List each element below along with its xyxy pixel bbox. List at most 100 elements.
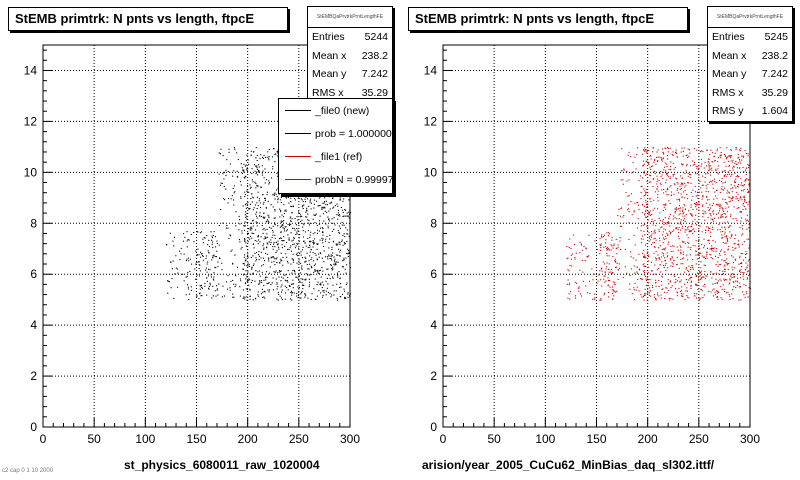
right-scatter-point xyxy=(642,270,644,272)
right-scatter-point xyxy=(661,275,663,277)
left-scatter-point xyxy=(343,224,345,226)
right-scatter-point xyxy=(690,230,692,232)
right-scatter-point xyxy=(568,246,570,248)
left-scatter-point xyxy=(275,153,277,155)
right-scatter-point xyxy=(735,178,737,180)
left-scatter-point xyxy=(277,152,279,154)
right-scatter-point xyxy=(666,166,668,168)
right-scatter-point xyxy=(731,234,733,236)
right-scatter-point xyxy=(660,157,662,159)
left-scatter-point xyxy=(246,299,248,301)
right-scatter-point xyxy=(672,250,674,252)
right-scatter-point xyxy=(678,198,680,200)
right-scatter-point xyxy=(670,161,672,163)
right-scatter-point xyxy=(573,243,575,245)
left-scatter-point xyxy=(170,287,172,289)
right-scatter-point xyxy=(680,290,682,292)
left-scatter-point xyxy=(167,280,169,282)
left-scatter-point xyxy=(183,233,185,235)
right-scatter-point xyxy=(641,296,643,298)
left-scatter-point xyxy=(239,295,241,297)
left-scatter-point xyxy=(173,236,175,238)
left-scatter-point xyxy=(207,261,209,263)
right-scatter-point xyxy=(702,212,704,214)
right-scatter-point xyxy=(679,210,681,212)
right-scatter-point xyxy=(666,194,668,196)
left-stats-header: StEMBQaPrvtrkPrntLengthFE xyxy=(308,7,392,28)
right-scatter-point xyxy=(685,290,687,292)
right-scatter-point xyxy=(654,207,656,209)
right-scatter-point xyxy=(729,156,731,158)
right-scatter-point xyxy=(689,230,691,232)
right-scatter-point xyxy=(654,232,656,234)
left-scatter-point xyxy=(304,198,306,200)
right-scatter-point xyxy=(744,199,746,201)
right-scatter-point xyxy=(669,202,671,204)
left-scatter-point xyxy=(303,240,305,242)
left-scatter-point xyxy=(304,261,306,263)
right-scatter-point xyxy=(715,272,717,274)
right-scatter-point xyxy=(738,158,740,160)
left-scatter-point xyxy=(283,274,285,276)
right-scatter-point xyxy=(681,182,683,184)
left-scatter-point xyxy=(264,229,266,231)
right-scatter-point xyxy=(688,265,690,267)
right-scatter-point xyxy=(696,149,698,151)
right-scatter-point xyxy=(680,151,682,153)
right-scatter-point xyxy=(717,217,719,219)
left-scatter-point xyxy=(302,284,304,286)
right-scatter-point xyxy=(646,277,648,279)
right-scatter-point xyxy=(643,256,645,258)
left-scatter-point xyxy=(207,244,209,246)
left-scatter-point xyxy=(199,232,201,234)
left-scatter-point xyxy=(228,151,230,153)
right-scatter-point xyxy=(703,213,705,215)
left-scatter-point xyxy=(285,280,287,282)
right-scatter-point xyxy=(692,267,694,269)
right-scatter-point xyxy=(647,211,649,213)
right-scatter-point xyxy=(661,276,663,278)
left-scatter-point xyxy=(300,278,302,280)
right-scatter-point xyxy=(675,209,677,211)
left-scatter-point xyxy=(259,158,261,160)
right-scatter-point xyxy=(735,196,737,198)
right-scatter-point xyxy=(742,196,744,198)
right-scatter-point xyxy=(658,257,660,259)
left-scatter-point xyxy=(327,291,329,293)
right-scatter-point xyxy=(702,205,704,207)
left-scatter-point xyxy=(245,215,247,217)
right-x-tick-label: 150 xyxy=(586,432,606,446)
left-scatter-point xyxy=(257,236,259,238)
right-scatter-point xyxy=(692,259,694,261)
left-scatter-point xyxy=(183,253,185,255)
left-scatter-point xyxy=(344,243,346,245)
right-scatter-point xyxy=(600,235,602,237)
left-scatter-point xyxy=(292,287,294,289)
left-scatter-point xyxy=(346,215,348,217)
right-scatter-point xyxy=(667,283,669,285)
left-scatter-point xyxy=(226,288,228,290)
right-scatter-point xyxy=(626,170,628,172)
left-scatter-point xyxy=(247,256,249,258)
right-scatter-point xyxy=(727,263,729,265)
right-scatter-point xyxy=(748,164,750,166)
left-scatter-point xyxy=(264,182,266,184)
left-scatter-point xyxy=(309,255,311,257)
right-scatter-point xyxy=(730,175,732,177)
right-scatter-point xyxy=(695,195,697,197)
right-scatter-point xyxy=(737,175,739,177)
right-scatter-point xyxy=(665,287,667,289)
left-scatter-point xyxy=(230,198,232,200)
left-scatter-point xyxy=(258,255,260,257)
right-scatter-point xyxy=(681,227,683,229)
left-scatter-point xyxy=(256,225,258,227)
right-scatter-point xyxy=(654,264,656,266)
left-scatter-point xyxy=(208,268,210,270)
left-scatter-point xyxy=(223,178,225,180)
right-scatter-point xyxy=(699,275,701,277)
left-scatter-point xyxy=(347,253,349,255)
left-scatter-point xyxy=(258,254,260,256)
right-scatter-point xyxy=(738,286,740,288)
right-scatter-point xyxy=(725,175,727,177)
left-scatter-point xyxy=(279,208,281,210)
